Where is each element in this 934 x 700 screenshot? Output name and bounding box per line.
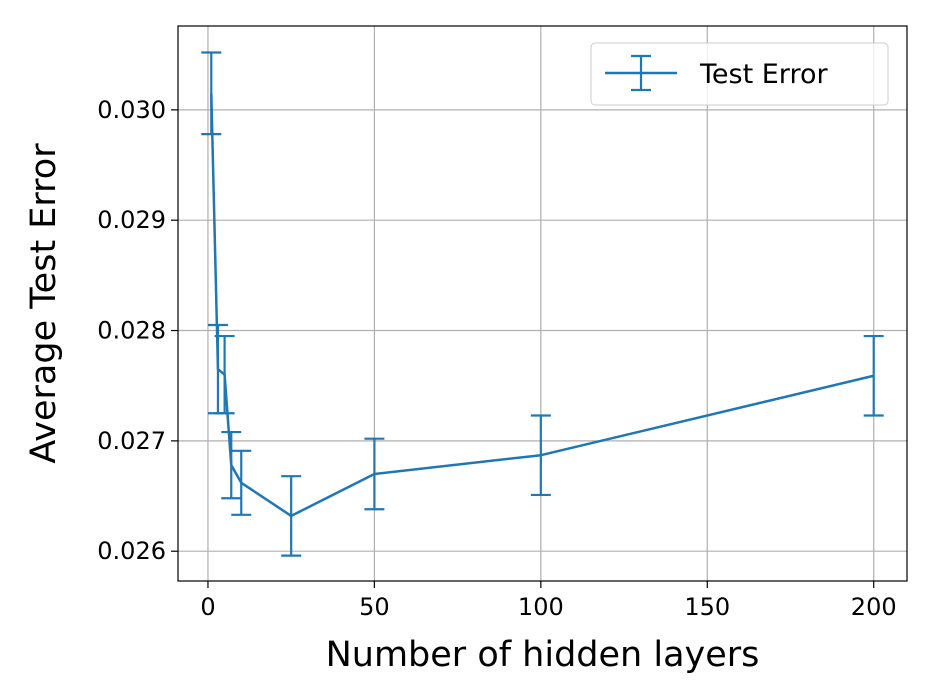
legend: Test Error	[590, 42, 889, 106]
plot-frame	[177, 25, 908, 582]
x-tick-label: 150	[684, 593, 730, 621]
x-axis-label: Number of hidden layers	[326, 635, 760, 675]
x-tick-label: 0	[200, 593, 215, 621]
y-tick-label: 0.029	[97, 206, 166, 234]
x-tick-label: 50	[359, 593, 390, 621]
y-tick-label: 0.030	[97, 96, 166, 124]
x-tick-label: 200	[851, 593, 897, 621]
legend-series-marker	[605, 54, 677, 92]
x-tick-label: 100	[518, 593, 564, 621]
y-tick-label: 0.028	[97, 317, 166, 345]
legend-series-label: Test Error	[699, 59, 828, 90]
ticks: 0 50 100 150 200 0.026 0.027 0.028 0.029 0.030	[97, 96, 896, 621]
legend-box	[590, 42, 889, 106]
y-axis-label: Average Test Error	[24, 143, 64, 464]
grid	[178, 26, 907, 581]
series-layer	[201, 51, 884, 557]
y-tick-label: 0.027	[97, 427, 166, 455]
y-tick-label: 0.026	[97, 537, 166, 565]
